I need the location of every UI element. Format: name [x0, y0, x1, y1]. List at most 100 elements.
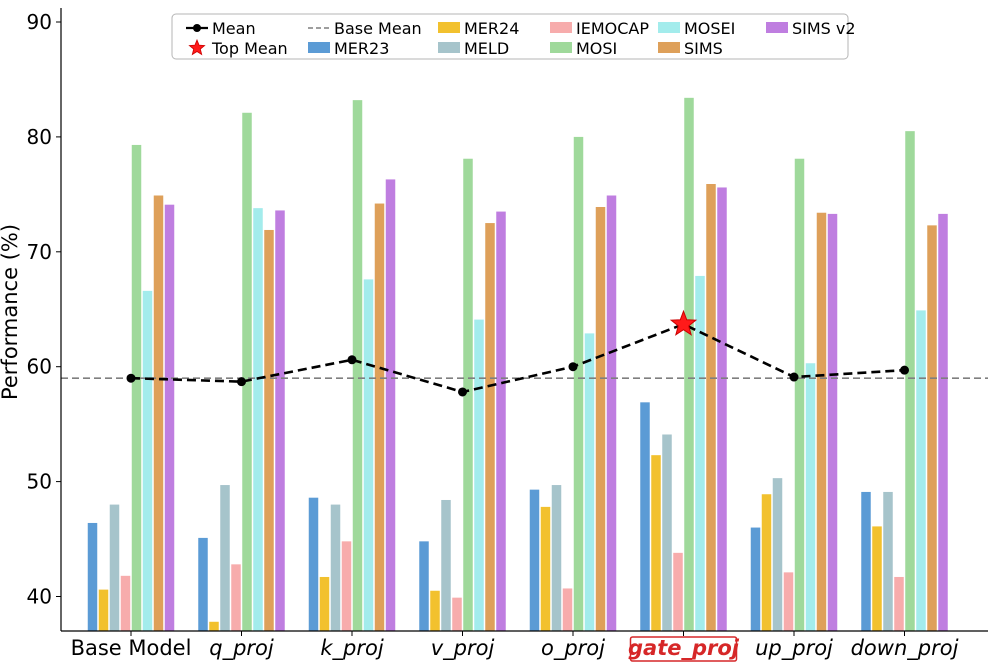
legend-label-mer23: MER23 — [334, 39, 389, 58]
mean-point-down-proj — [900, 365, 909, 375]
bar-sims-v2-up-proj — [827, 213, 838, 631]
bar-mer23-o-proj — [529, 489, 540, 631]
bar-iemocap-base-model — [120, 575, 131, 631]
bar-mosi-base-model — [131, 144, 142, 631]
legend-swatch — [550, 22, 572, 33]
legend-item-mer23: MER23 — [308, 39, 389, 58]
legend-item-mer24: MER24 — [438, 19, 519, 38]
legend-label-iemocap: IEMOCAP — [576, 19, 649, 38]
bar-mer24-q-proj — [209, 621, 219, 631]
legend-item-meld: MELD — [438, 39, 509, 58]
mean-point-base-model — [126, 373, 136, 383]
bar-mosei-k-proj — [363, 279, 374, 631]
bar-mer24-up-proj — [761, 494, 772, 631]
x-tick-label-k-proj: k_proj — [320, 636, 383, 661]
bar-sims-o-proj — [595, 206, 606, 632]
mean-line-group — [126, 309, 909, 397]
mean-line — [130, 322, 905, 394]
bar-iemocap-gate-proj — [673, 552, 683, 631]
bar-mosei-down-proj — [916, 310, 926, 631]
bar-mer23-up-proj — [750, 527, 761, 631]
legend-swatch — [658, 42, 680, 53]
bar-sims-down-proj — [927, 225, 937, 631]
x-tick-label-v-proj: v_proj — [431, 636, 495, 661]
bar-meld-down-proj — [883, 491, 893, 631]
bar-sims-v2-gate-proj — [717, 187, 727, 631]
bar-mer23-k-proj — [308, 497, 319, 631]
bar-mosi-down-proj — [905, 131, 915, 631]
y-tick-label: 60 — [27, 355, 52, 379]
bar-mosi-v-proj — [463, 158, 473, 632]
bar-meld-q-proj — [220, 485, 230, 631]
y-tick-label: 90 — [27, 10, 52, 34]
y-tick-label: 80 — [27, 125, 52, 149]
x-ticks-group: Base Model q_proj k_proj v_proj o_proj gate_p… — [71, 631, 959, 662]
bar-mosi-up-proj — [794, 158, 805, 632]
legend-swatch — [308, 42, 330, 53]
legend-label-base-mean: Base Mean — [334, 19, 422, 38]
x-tick-label-down-proj: down_proj — [851, 636, 959, 661]
x-tick-label-base-model: Base Model — [71, 636, 192, 660]
bar-mer23-down-proj — [861, 491, 871, 631]
bar-sims-v2-k-proj — [385, 179, 396, 631]
bar-sims-v2-v-proj — [496, 211, 506, 631]
legend-label-sims-v2: SIMS v2 — [792, 19, 856, 38]
legend-label-mosei: MOSEI — [684, 19, 735, 38]
bar-sims-v-proj — [485, 223, 495, 631]
bar-iemocap-down-proj — [894, 576, 904, 631]
bar-sims-base-model — [153, 195, 164, 631]
x-tick-label-gate-proj: gate_proj — [628, 636, 740, 660]
x-tick-label-up-proj: up_proj — [755, 636, 833, 661]
bars-group — [87, 97, 948, 632]
bar-meld-k-proj — [330, 504, 341, 631]
axes-group — [60, 8, 988, 632]
mean-point-up-proj — [789, 372, 799, 382]
legend-label-top-mean: Top Mean — [211, 39, 288, 58]
x-tick-label-q-proj: q_proj — [209, 636, 274, 661]
mean-point-o-proj — [568, 362, 578, 372]
bar-mosei-o-proj — [584, 333, 595, 631]
legend-label-sims: SIMS — [684, 39, 723, 58]
legend-label-mean: Mean — [212, 19, 256, 38]
y-ticks-group: 40 50 60 70 80 90 — [27, 10, 61, 609]
bar-mer24-down-proj — [872, 526, 882, 631]
bar-mer23-gate-proj — [640, 402, 650, 631]
legend-label-mosi: MOSI — [576, 39, 617, 58]
bar-iemocap-k-proj — [341, 541, 352, 631]
bar-sims-q-proj — [264, 229, 274, 631]
bar-mer24-k-proj — [319, 576, 330, 631]
legend-item-base-mean: Base Mean — [308, 19, 422, 38]
bar-meld-up-proj — [772, 478, 783, 631]
bar-iemocap-q-proj — [231, 564, 241, 631]
legend-swatch — [438, 22, 460, 33]
legend-swatch — [438, 42, 460, 53]
bar-mosi-o-proj — [573, 136, 584, 631]
mean-point-q-proj — [237, 377, 246, 387]
bar-mer23-v-proj — [419, 541, 429, 631]
bar-meld-gate-proj — [662, 434, 672, 631]
legend-swatch — [550, 42, 572, 53]
legend-label-mer24: MER24 — [464, 19, 519, 38]
bar-sims-gate-proj — [706, 184, 716, 631]
bar-sims-k-proj — [374, 203, 385, 632]
y-tick-label: 40 — [27, 585, 52, 609]
legend-swatch — [658, 22, 680, 33]
legend-item-mosi: MOSI — [550, 39, 617, 58]
legend-item-sims: SIMS — [658, 39, 723, 58]
bar-mer24-base-model — [98, 589, 109, 631]
bar-sims-v2-o-proj — [606, 195, 617, 631]
legend-item-mean: Mean — [186, 19, 256, 38]
bar-mosei-gate-proj — [695, 275, 705, 631]
bar-mer24-v-proj — [430, 590, 440, 631]
y-axis-title: Performance (%) — [0, 224, 22, 400]
legend-swatch-marker — [193, 24, 201, 32]
bar-mer23-q-proj — [198, 537, 208, 631]
bar-mosi-q-proj — [242, 112, 252, 631]
bar-sims-v2-q-proj — [275, 210, 285, 631]
legend-swatch — [766, 22, 788, 33]
mean-point-v-proj — [458, 387, 467, 397]
bar-mosei-base-model — [142, 290, 153, 631]
bar-meld-v-proj — [441, 499, 451, 631]
bar-mosei-up-proj — [805, 363, 816, 631]
